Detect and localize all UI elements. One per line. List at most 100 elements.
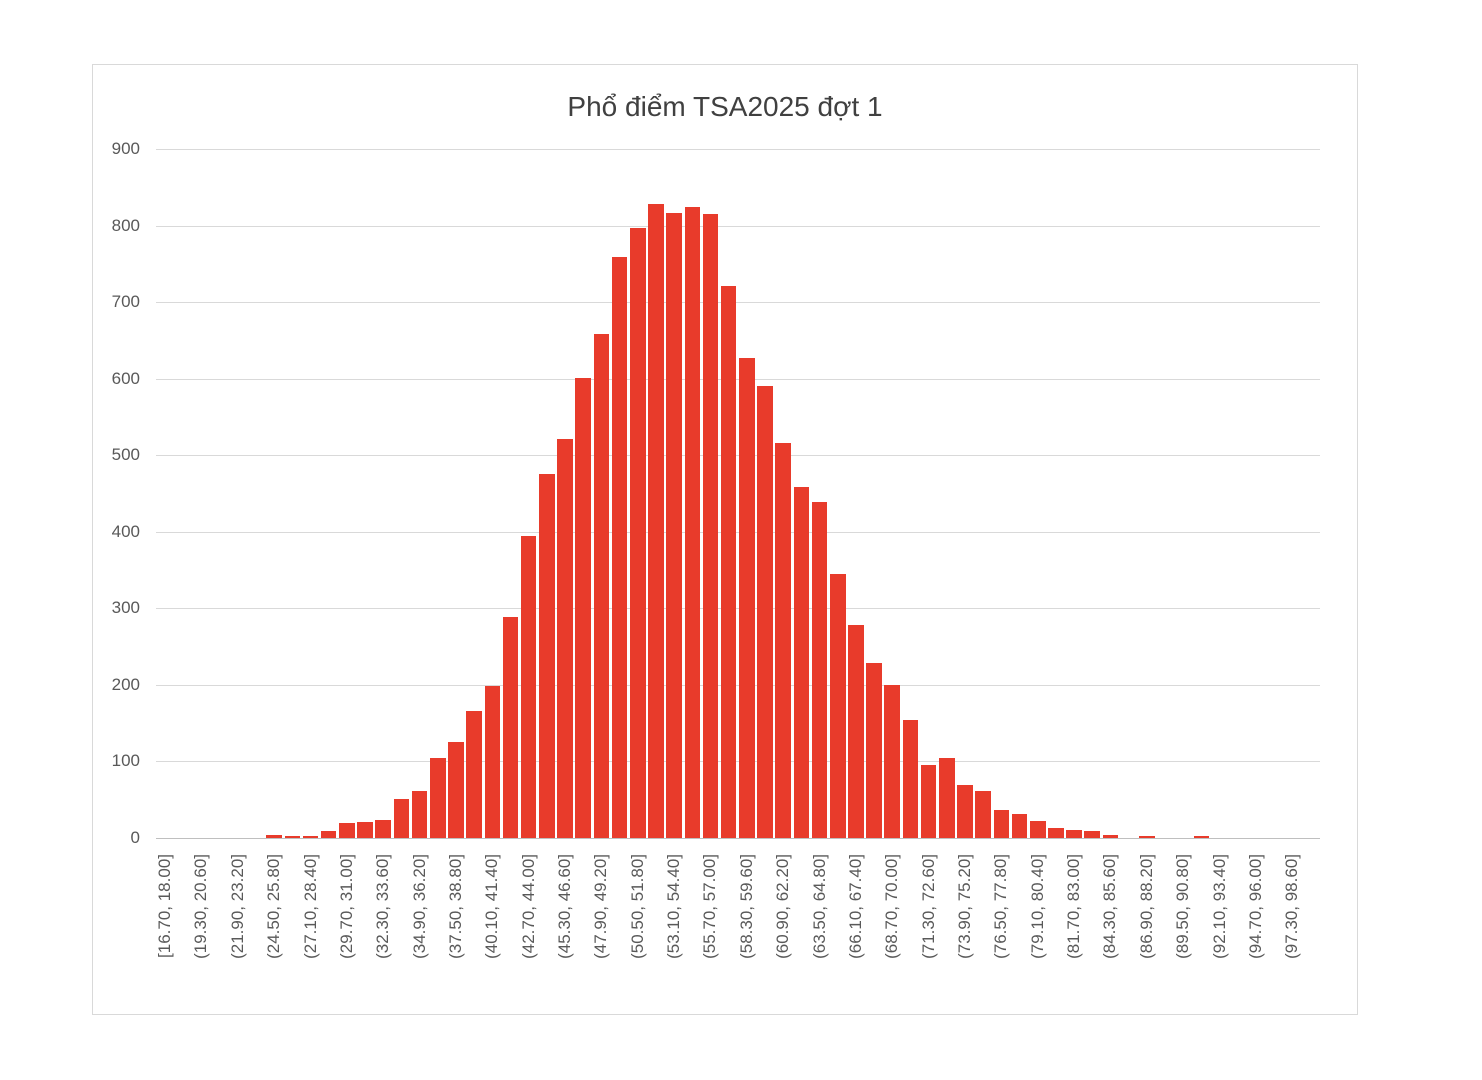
histogram-bar xyxy=(575,377,591,838)
histogram-bar xyxy=(357,821,373,838)
y-tick-label: 100 xyxy=(111,751,140,771)
x-tick-label: (40.10, 41.40] xyxy=(482,854,502,959)
x-tick-label: (58.30, 59.60] xyxy=(736,854,756,959)
histogram-bar xyxy=(629,227,646,838)
histogram-bar xyxy=(1066,830,1082,838)
histogram-bar xyxy=(557,439,573,838)
y-tick-label: 0 xyxy=(130,828,140,847)
histogram-bar xyxy=(1139,835,1155,838)
y-tick-label: 200 xyxy=(111,674,140,694)
histogram-bar xyxy=(393,798,410,838)
histogram-bar xyxy=(339,823,355,838)
x-tick-label: (24.50, 25.80] xyxy=(264,854,284,959)
x-tick-label: (76.50, 77.80] xyxy=(991,854,1011,959)
x-tick-label: (32.30, 33.60] xyxy=(373,854,393,959)
x-tick-label: (21.90, 23.20] xyxy=(227,854,247,959)
histogram-bar xyxy=(448,742,464,838)
histogram-bar xyxy=(502,616,519,838)
gridline xyxy=(156,684,1320,686)
y-tick-label: 900 xyxy=(111,139,140,158)
histogram-bar xyxy=(811,501,828,838)
histogram-bar xyxy=(320,831,337,838)
histogram-bar xyxy=(539,473,555,838)
histogram-bar xyxy=(466,710,482,838)
x-axis-line xyxy=(156,838,1320,839)
x-tick-label: (84.30, 85.60] xyxy=(1100,854,1120,959)
gridline xyxy=(156,608,1320,610)
histogram-bar xyxy=(1084,831,1101,838)
y-tick-label: 300 xyxy=(111,598,140,618)
x-tick-label: (34.90, 36.20] xyxy=(409,854,429,959)
histogram-bar xyxy=(484,685,501,838)
x-tick-label: (63.50, 64.80] xyxy=(809,854,829,959)
x-tick-label: (60.90, 62.20] xyxy=(773,854,793,959)
x-tick-label: (86.90, 88.20] xyxy=(1136,854,1156,959)
x-tick-label: (50.50, 51.80] xyxy=(627,854,647,959)
histogram-bar xyxy=(793,487,810,838)
gridline xyxy=(156,761,1320,763)
histogram-bar xyxy=(920,764,937,838)
histogram-bar xyxy=(884,684,901,838)
histogram-bar xyxy=(866,663,882,838)
gridline xyxy=(156,455,1320,457)
histogram-bar xyxy=(902,720,919,838)
y-tick-label: 500 xyxy=(111,445,140,465)
histogram-bar xyxy=(848,625,864,838)
x-tick-label: (55.70, 57.00] xyxy=(700,854,720,959)
x-tick-label: (94.70, 96.00] xyxy=(1245,854,1265,959)
x-tick-label: (81.70, 83.00] xyxy=(1064,854,1084,959)
x-tick-label: (73.90, 75.20] xyxy=(954,854,974,959)
y-tick-label: 400 xyxy=(111,521,140,541)
histogram-bar xyxy=(375,820,392,838)
gridline xyxy=(156,378,1320,380)
histogram-bar xyxy=(739,357,755,838)
histogram-bar xyxy=(648,204,664,838)
x-tick-label: (97.30, 98.60] xyxy=(1282,854,1302,959)
x-tick-label: (27.10, 28.40] xyxy=(300,854,320,959)
chart-area: Phổ điểm TSA2025 đợt 1 0 100 200 300 400 500 6… xyxy=(92,64,1358,1015)
histogram-bar xyxy=(1193,836,1210,838)
histogram-bar xyxy=(957,785,973,838)
histogram-bar xyxy=(829,573,846,838)
histogram-bar xyxy=(757,386,773,838)
x-tick-label: (92.10, 93.40] xyxy=(1209,854,1229,959)
x-tick-label: (68.70, 70.00] xyxy=(882,854,902,959)
gridline xyxy=(156,302,1320,304)
histogram-bar xyxy=(702,214,719,838)
histogram-bar xyxy=(520,536,537,838)
histogram-bar xyxy=(975,790,991,838)
histogram-bar xyxy=(1048,828,1064,838)
x-tick-label: (45.30, 46.60] xyxy=(555,854,575,959)
histogram-bar xyxy=(1102,834,1119,838)
histogram-bar xyxy=(684,207,701,838)
histogram-bar xyxy=(993,810,1010,838)
histogram-bar xyxy=(429,758,446,838)
x-tick-label: (42.70, 44.00] xyxy=(518,854,538,959)
x-tick-label: (89.50, 90.80] xyxy=(1173,854,1193,959)
x-tick-label: [16.70, 18.00] xyxy=(155,854,175,958)
histogram-bar xyxy=(720,286,737,838)
histogram-bar xyxy=(284,835,301,838)
gridline xyxy=(156,225,1320,227)
x-tick-label: (53.10, 54.40] xyxy=(664,854,684,959)
histogram-bar xyxy=(266,834,282,838)
y-tick-label: 600 xyxy=(111,368,140,388)
gridline xyxy=(156,531,1320,533)
histogram-bar xyxy=(593,334,610,838)
x-tick-label: (79.10, 80.40] xyxy=(1027,854,1047,959)
x-tick-label: (47.90, 49.20] xyxy=(591,854,611,959)
histogram-bar xyxy=(939,758,955,838)
x-tick-label: (37.50, 38.80] xyxy=(445,854,465,959)
x-tick-label: (71.30, 72.60] xyxy=(918,854,938,959)
x-tick-label: (29.70, 31.00] xyxy=(336,854,356,959)
histogram-bar xyxy=(611,256,628,838)
y-tick-label: 800 xyxy=(111,215,140,235)
histogram-bar xyxy=(302,835,319,838)
histogram-bar xyxy=(1011,813,1028,838)
histogram-bar xyxy=(666,213,682,838)
gridline xyxy=(156,149,1320,150)
x-tick-label: (66.10, 67.40] xyxy=(845,854,865,959)
histogram-bar xyxy=(411,790,428,838)
x-tick-label: (19.30, 20.60] xyxy=(191,854,211,959)
histogram-bar xyxy=(775,442,791,838)
